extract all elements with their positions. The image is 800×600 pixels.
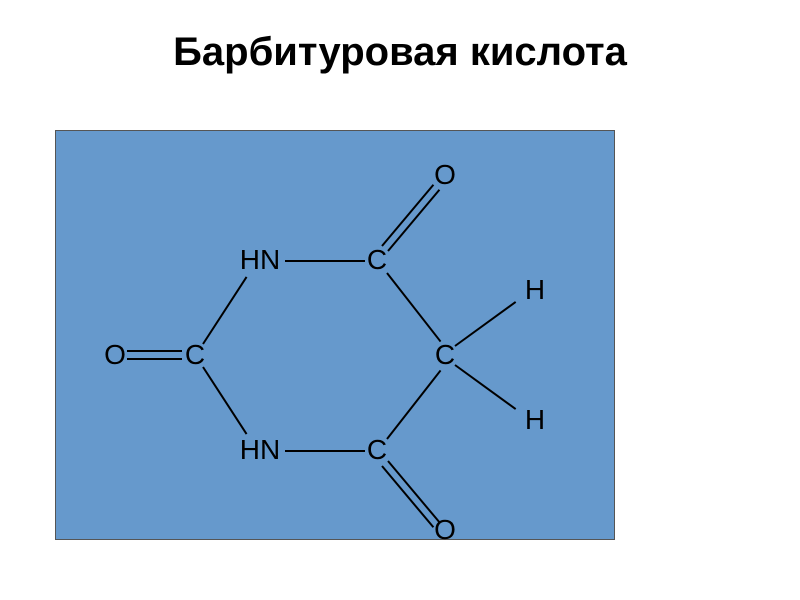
page-title: Барбитуровая кислота (173, 30, 627, 75)
atom-HN-top: HN (240, 244, 280, 276)
bond-O-C-left-2 (127, 358, 182, 360)
bond-HN-C-bottomright (285, 450, 365, 452)
bond-HN-C-topright (285, 260, 365, 262)
atom-H-bottom: H (525, 404, 545, 436)
atom-O-top: O (434, 159, 456, 191)
bond-O-C-left-1 (127, 350, 182, 352)
atom-C-bottomright: C (367, 434, 387, 466)
atom-HN-bottom: HN (240, 434, 280, 466)
atom-C-right: C (435, 339, 455, 371)
chemical-diagram: O C HN HN C C C O O H H (55, 130, 615, 540)
diagram-background (55, 130, 615, 540)
atom-O-left: O (104, 339, 126, 371)
atom-C-topright: C (367, 244, 387, 276)
atom-H-top: H (525, 274, 545, 306)
